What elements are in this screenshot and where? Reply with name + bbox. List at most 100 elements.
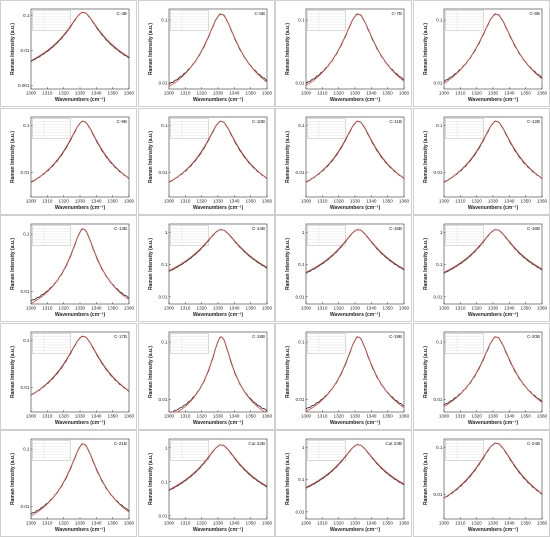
spectrum-panel: 1300 1310 1320 1330 1340 1350 1360 0.01 0.1 Waven… <box>275 0 412 107</box>
spectrum-panel: 1300 1310 1320 1330 1340 1350 1360 0.01 0.1 Waven… <box>137 107 275 215</box>
panel-title: C-17B <box>114 334 127 339</box>
spectrum-panel: 1300 1310 1320 1330 1340 1350 1360 0.01 0.1 Waven… <box>137 322 275 430</box>
x-tick-label: 1360 <box>261 91 272 96</box>
x-tick-label: 1320 <box>471 91 482 96</box>
panel-title: C-12B <box>526 119 539 124</box>
fit-curve-line <box>443 13 542 84</box>
x-axis-label: Wavenumbers (cm⁻¹) <box>330 97 381 103</box>
spectrum-chart: 1300 1310 1320 1330 1340 1350 1360 0.01 0.1 Waven… <box>423 8 547 103</box>
x-tick-label: 1340 <box>366 521 377 526</box>
spectrum-panel: 1300 1310 1320 1330 1340 1350 1360 0.01 0.1 Waven… <box>0 215 137 322</box>
x-tick-label: 1310 <box>180 91 191 96</box>
panel-title: Cut 22B <box>248 441 265 446</box>
y-tick-label: 0.01 <box>433 294 442 299</box>
panel-title: C-5B <box>254 11 264 16</box>
fit-curve-line <box>305 229 405 273</box>
y-tick-label: 0.01 <box>296 81 305 86</box>
y-axis-label: Raman Intensity (a.u.) <box>10 130 16 182</box>
x-tick-label: 1340 <box>91 198 102 203</box>
spectrum-panel: 1300 1310 1320 1330 1340 1350 1360 0.01 0.1 Waven… <box>412 107 550 215</box>
panel-title: C-11B <box>389 119 402 124</box>
x-tick-label: 1350 <box>520 521 531 526</box>
fit-curve-line <box>168 336 267 412</box>
x-tick-label: 1350 <box>520 306 531 311</box>
x-tick-label: 1300 <box>163 198 174 203</box>
x-tick-label: 1340 <box>504 413 515 418</box>
fit-results-table <box>169 10 209 31</box>
fit-curve-line <box>30 120 130 183</box>
y-tick-label: 0.1 <box>23 337 30 342</box>
panel-title: C-15B <box>389 226 402 231</box>
y-tick-label: 0.01 <box>296 509 305 514</box>
x-tick-label: 1340 <box>504 521 515 526</box>
x-tick-label: 1360 <box>124 521 135 526</box>
y-tick-label: 1 <box>164 230 167 235</box>
panel-title: C-13B <box>114 226 127 231</box>
y-axis-label: Raman Intensity (a.u.) <box>148 238 154 290</box>
y-tick-label: 0.1 <box>436 445 443 450</box>
x-tick-label: 1350 <box>520 198 531 203</box>
x-tick-label: 1350 <box>245 198 256 203</box>
x-tick-label: 1330 <box>487 413 498 418</box>
y-tick-label: 0.01 <box>21 48 30 53</box>
x-tick-label: 1350 <box>108 306 119 311</box>
y-tick-label: 0.01 <box>296 169 305 174</box>
fit-results-table <box>169 117 209 139</box>
x-tick-label: 1350 <box>520 413 531 418</box>
y-axis-label: Raman Intensity (a.u.) <box>285 453 291 505</box>
x-tick-label: 1320 <box>196 413 207 418</box>
y-tick-label: 1 <box>302 445 305 450</box>
x-tick-label: 1330 <box>350 306 361 311</box>
panel-title: C-10B <box>251 119 264 124</box>
x-tick-label: 1300 <box>26 521 37 526</box>
x-tick-label: 1300 <box>26 413 37 418</box>
x-tick-label: 1320 <box>196 198 207 203</box>
spectrum-panel: 1300 1310 1320 1330 1340 1350 1360 0.01 0.1 Waven… <box>412 0 550 107</box>
y-axis-label: Raman Intensity (a.u.) <box>148 130 154 182</box>
x-axis-label: Wavenumbers (cm⁻¹) <box>330 420 381 426</box>
x-tick-label: 1320 <box>471 521 482 526</box>
x-tick-label: 1310 <box>317 198 328 203</box>
spectrum-panel: 1300 1310 1320 1330 1340 1350 1360 0.01 0.1 1 Wave… <box>137 215 275 322</box>
x-tick-label: 1320 <box>196 91 207 96</box>
fit-curve-line <box>168 444 267 490</box>
fit-curve-line <box>305 336 405 412</box>
x-tick-label: 1320 <box>59 521 70 526</box>
x-tick-label: 1360 <box>399 306 410 311</box>
x-tick-label: 1340 <box>91 306 102 311</box>
y-axis-label: Raman Intensity (a.u.) <box>285 23 291 75</box>
y-tick-label: 0.01 <box>21 289 30 294</box>
x-tick-label: 1320 <box>471 306 482 311</box>
y-tick-label: 0.01 <box>21 384 30 389</box>
x-tick-label: 1320 <box>59 198 70 203</box>
x-tick-label: 1340 <box>366 306 377 311</box>
x-tick-label: 1350 <box>520 91 531 96</box>
spectrum-chart: 1300 1310 1320 1330 1340 1350 1360 0.01 0.1 1 Wave… <box>285 438 410 533</box>
x-tick-label: 1340 <box>229 198 240 203</box>
x-axis-label: Wavenumbers (cm⁻¹) <box>467 97 518 103</box>
x-tick-label: 1300 <box>163 413 174 418</box>
y-tick-label: 0.01 <box>433 396 442 401</box>
y-tick-label: 1 <box>302 230 305 235</box>
y-axis-label: Raman Intensity (a.u.) <box>10 453 16 505</box>
x-tick-label: 1320 <box>196 521 207 526</box>
x-tick-label: 1310 <box>180 306 191 311</box>
y-axis-label: Raman Intensity (a.u.) <box>285 130 291 182</box>
x-axis-label: Wavenumbers (cm⁻¹) <box>467 420 518 426</box>
x-tick-label: 1350 <box>245 413 256 418</box>
x-tick-label: 1330 <box>350 91 361 96</box>
spectrum-panel: 1300 1310 1320 1330 1340 1350 1360 0.001 0.01 0.1… <box>0 0 137 107</box>
x-tick-label: 1320 <box>59 91 70 96</box>
y-tick-label: 0.01 <box>433 492 442 497</box>
spectrum-chart: 1300 1310 1320 1330 1340 1350 1360 0.01 0.1 Waven… <box>423 116 547 211</box>
x-tick-label: 1320 <box>334 306 345 311</box>
fit-results-table <box>444 10 484 31</box>
x-tick-label: 1310 <box>42 306 53 311</box>
spectrum-panel: 1300 1310 1320 1330 1340 1350 1360 0.01 0.1 1 Wave… <box>275 215 412 322</box>
x-axis-label: Wavenumbers (cm⁻¹) <box>55 420 106 426</box>
x-tick-label: 1300 <box>26 91 37 96</box>
spectrum-chart: 1300 1310 1320 1330 1340 1350 1360 0.01 0.1 Waven… <box>10 331 135 426</box>
y-tick-label: 0.01 <box>158 81 167 86</box>
fit-results-table <box>169 332 209 354</box>
x-tick-label: 1300 <box>301 198 312 203</box>
